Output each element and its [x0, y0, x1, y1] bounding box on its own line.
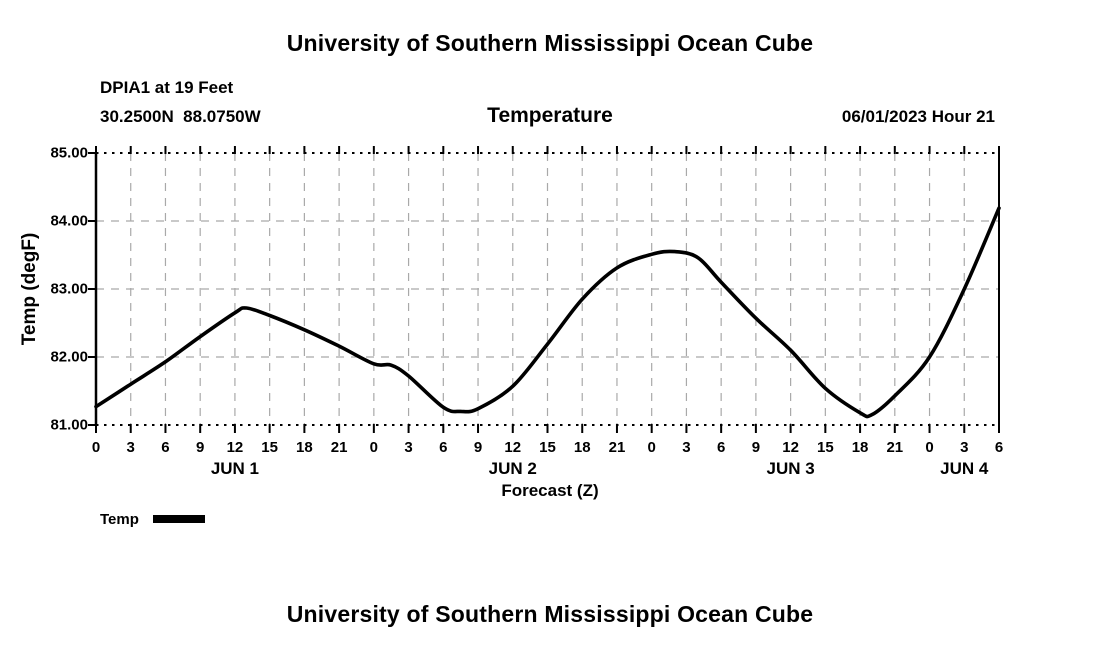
- y-tick-labels: 81.00 82.00 83.00 84.00 85.00: [0, 0, 88, 650]
- x-tick-label: 6: [994, 439, 1004, 456]
- legend-line-swatch-icon: [152, 515, 205, 523]
- x-tick-label: 6: [161, 439, 170, 456]
- x-tick-label: 21: [608, 439, 626, 456]
- x-day-label: JUN 3: [766, 459, 815, 478]
- x-tick-label: 0: [925, 439, 934, 456]
- page-title: University of Southern Mississippi Ocean…: [286, 30, 814, 56]
- chart-title: Temperature: [487, 104, 613, 127]
- x-axis-label: Forecast (Z): [501, 481, 599, 500]
- x-tick-label: 18: [573, 439, 591, 456]
- x-tick-label: 15: [261, 439, 278, 456]
- x-tick-labels: 0 3 6 9 12 15 18 21 0 3 6 9 12 15 18 21 0 3 6 9 12 15 18 21 0 3 6: [0, 439, 1100, 459]
- x-tick-label: 3: [126, 439, 135, 456]
- coordinates-label: 30.2500N 88.0750W: [100, 107, 261, 126]
- datetime-label: 06/01/2023 Hour 21: [841, 107, 995, 126]
- y-tick-label: 85.00: [50, 144, 88, 162]
- x-day-label: JUN 4: [940, 459, 989, 478]
- x-tick-label: 12: [782, 439, 799, 456]
- y-tick-label: 81.00: [50, 416, 88, 434]
- x-day-label: JUN 2: [488, 459, 537, 478]
- x-day-labels: JUN 1 JUN 2 JUN 3 JUN 4: [0, 459, 1100, 479]
- legend-series-label: Temp: [100, 510, 139, 528]
- x-tick-label: 3: [404, 439, 413, 456]
- x-tick-label: 0: [369, 439, 379, 456]
- x-tick-label: 18: [296, 439, 313, 456]
- y-tick-label: 82.00: [50, 348, 88, 366]
- temp-series-line: [94, 206, 1001, 419]
- x-tick-label: 9: [196, 439, 205, 456]
- x-tick-label: 12: [226, 439, 244, 456]
- legend: Temp: [100, 509, 205, 529]
- x-tick-label: 0: [91, 439, 101, 456]
- x-tick-label: 0: [647, 439, 656, 456]
- footer-title: University of Southern Mississippi Ocean…: [286, 601, 814, 627]
- x-tick-label: 18: [851, 439, 869, 456]
- x-tick-label: 15: [817, 439, 834, 456]
- x-tick-label: 15: [539, 439, 556, 456]
- x-tick-label: 6: [716, 439, 726, 456]
- x-tick-label: 3: [682, 439, 691, 456]
- x-tick-label: 9: [473, 439, 483, 456]
- x-tick-label: 6: [439, 439, 448, 456]
- x-tick-label: 12: [504, 439, 522, 456]
- y-tick-label: 84.00: [50, 212, 88, 230]
- x-day-label: JUN 1: [210, 459, 260, 478]
- x-tick-label: 21: [886, 439, 904, 456]
- station-label: DPIA1 at 19 Feet: [100, 78, 234, 97]
- x-tick-label: 9: [751, 439, 761, 456]
- x-tick-label: 3: [960, 439, 969, 456]
- y-tick-label: 83.00: [50, 280, 88, 298]
- x-tick-label: 21: [330, 439, 348, 456]
